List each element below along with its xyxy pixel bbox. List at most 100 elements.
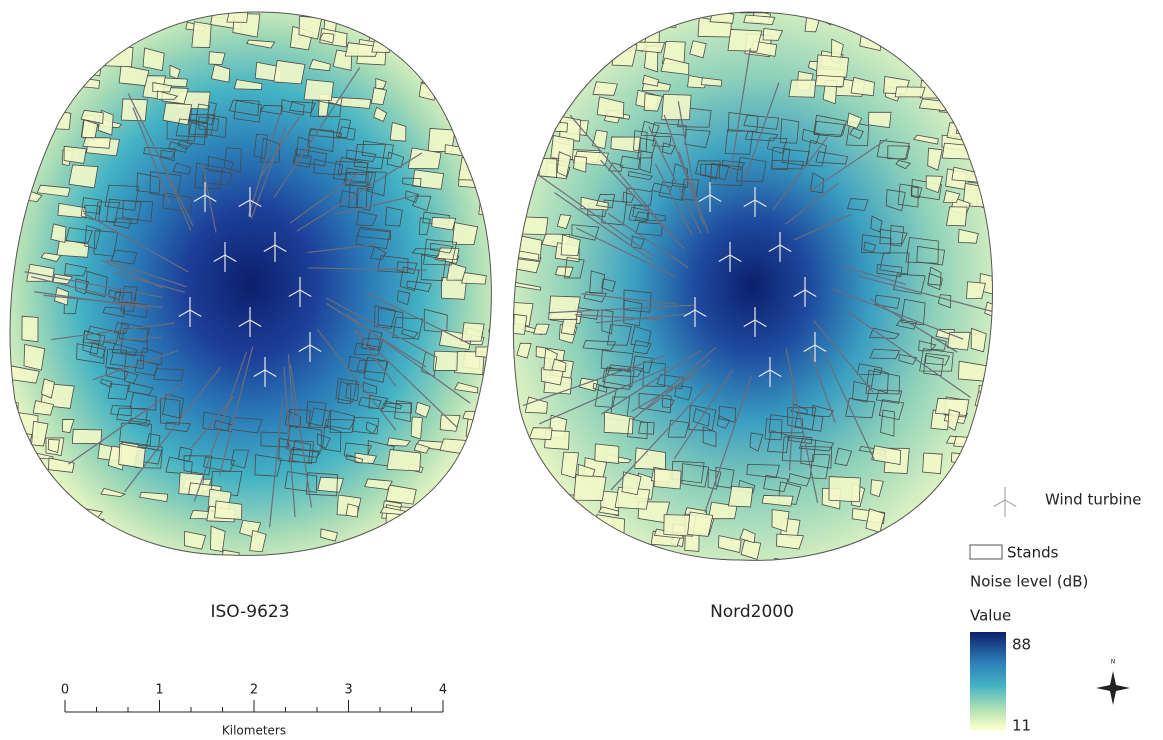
- stand: [1002, 293, 1035, 309]
- stand: [493, 285, 514, 296]
- stand: [566, 63, 587, 87]
- stand: [947, 123, 972, 141]
- stand: [829, 477, 860, 502]
- stand: [453, 96, 483, 120]
- stand: [596, 515, 625, 540]
- legend-subtitle: Value: [970, 607, 1011, 625]
- stand: [8, 213, 21, 225]
- stand: [997, 300, 1014, 315]
- stand: [20, 463, 42, 474]
- stand: [184, 570, 201, 581]
- stand: [996, 130, 1018, 146]
- stand: [595, 444, 619, 464]
- stand: [534, 121, 568, 132]
- stand: [572, 514, 595, 529]
- stand: [26, 92, 60, 117]
- stand: [192, 22, 211, 48]
- stand: [496, 168, 514, 193]
- map-title: Nord2000: [710, 602, 794, 622]
- stand: [419, 82, 436, 100]
- stand: [517, 217, 548, 235]
- stand: [987, 439, 1013, 459]
- map-title: ISO-9623: [210, 602, 289, 622]
- turbine-blade: [1005, 500, 1016, 507]
- stand: [238, 0, 262, 11]
- stand: [529, 428, 552, 440]
- stand: [777, 534, 804, 549]
- stand: [459, 157, 487, 180]
- stand: [899, 529, 913, 540]
- stand: [777, 559, 794, 572]
- stand: [958, 95, 979, 121]
- stand: [695, 568, 713, 579]
- stand: [976, 470, 1001, 484]
- stand: [728, 486, 752, 507]
- figure: ISO-9623 Nord2000 Wind turbine Stands No…: [0, 0, 1163, 740]
- stand: [808, 569, 835, 581]
- stand: [952, 496, 974, 512]
- stand: [444, 483, 472, 504]
- stand: [489, 311, 513, 321]
- stand: [778, 573, 808, 585]
- scale-tick-label: 1: [155, 683, 163, 698]
- stand: [967, 282, 986, 299]
- stand: [477, 420, 496, 433]
- stand: [64, 146, 86, 163]
- stand: [300, 577, 331, 601]
- stand: [996, 402, 1013, 427]
- stand: [549, 296, 581, 320]
- stand: [860, 25, 882, 50]
- scale-tick-label: 3: [344, 683, 352, 698]
- stand: [895, 87, 925, 97]
- stand: [483, 374, 501, 395]
- stand: [878, 18, 896, 36]
- stand: [72, 56, 102, 76]
- stand: [253, 0, 288, 1]
- stand: [154, 17, 169, 29]
- stand: [534, 324, 550, 334]
- stand: [1001, 188, 1031, 208]
- stand: [67, 65, 80, 89]
- stand: [390, 123, 406, 142]
- stand: [587, 529, 613, 541]
- stand: [460, 105, 477, 120]
- stand: [115, 546, 136, 561]
- stand: [740, 0, 767, 13]
- stand: [48, 439, 59, 452]
- stand: [304, 80, 333, 101]
- stand: [797, 574, 826, 596]
- stand: [0, 352, 5, 373]
- stand: [839, 5, 855, 19]
- stand: [654, 469, 681, 489]
- stand: [688, 512, 713, 536]
- scale-tick-label: 4: [439, 683, 447, 698]
- stand: [0, 257, 14, 277]
- stand: [868, 112, 891, 127]
- stand: [0, 227, 6, 236]
- stand: [215, 501, 242, 520]
- stand: [595, 536, 609, 551]
- stand: [442, 493, 467, 514]
- stand: [923, 453, 943, 474]
- stand: [490, 123, 504, 146]
- stand: [69, 165, 98, 188]
- stand: [318, 477, 344, 492]
- stand: [870, 538, 893, 562]
- stand: [462, 323, 484, 341]
- stand: [274, 60, 305, 83]
- legend-max: 88: [1012, 636, 1031, 654]
- stand: [661, 1, 676, 27]
- stand: [709, 564, 735, 587]
- stand: [346, 504, 358, 517]
- legend-title: Noise level (dB): [970, 573, 1088, 591]
- stand: [476, 453, 503, 467]
- stand: [561, 452, 578, 478]
- stand: [1005, 386, 1021, 411]
- stand: [27, 104, 42, 114]
- stand: [489, 275, 512, 291]
- stand: [476, 347, 508, 359]
- stand: [515, 185, 532, 194]
- stand: [209, 52, 225, 65]
- stand: [423, 63, 450, 87]
